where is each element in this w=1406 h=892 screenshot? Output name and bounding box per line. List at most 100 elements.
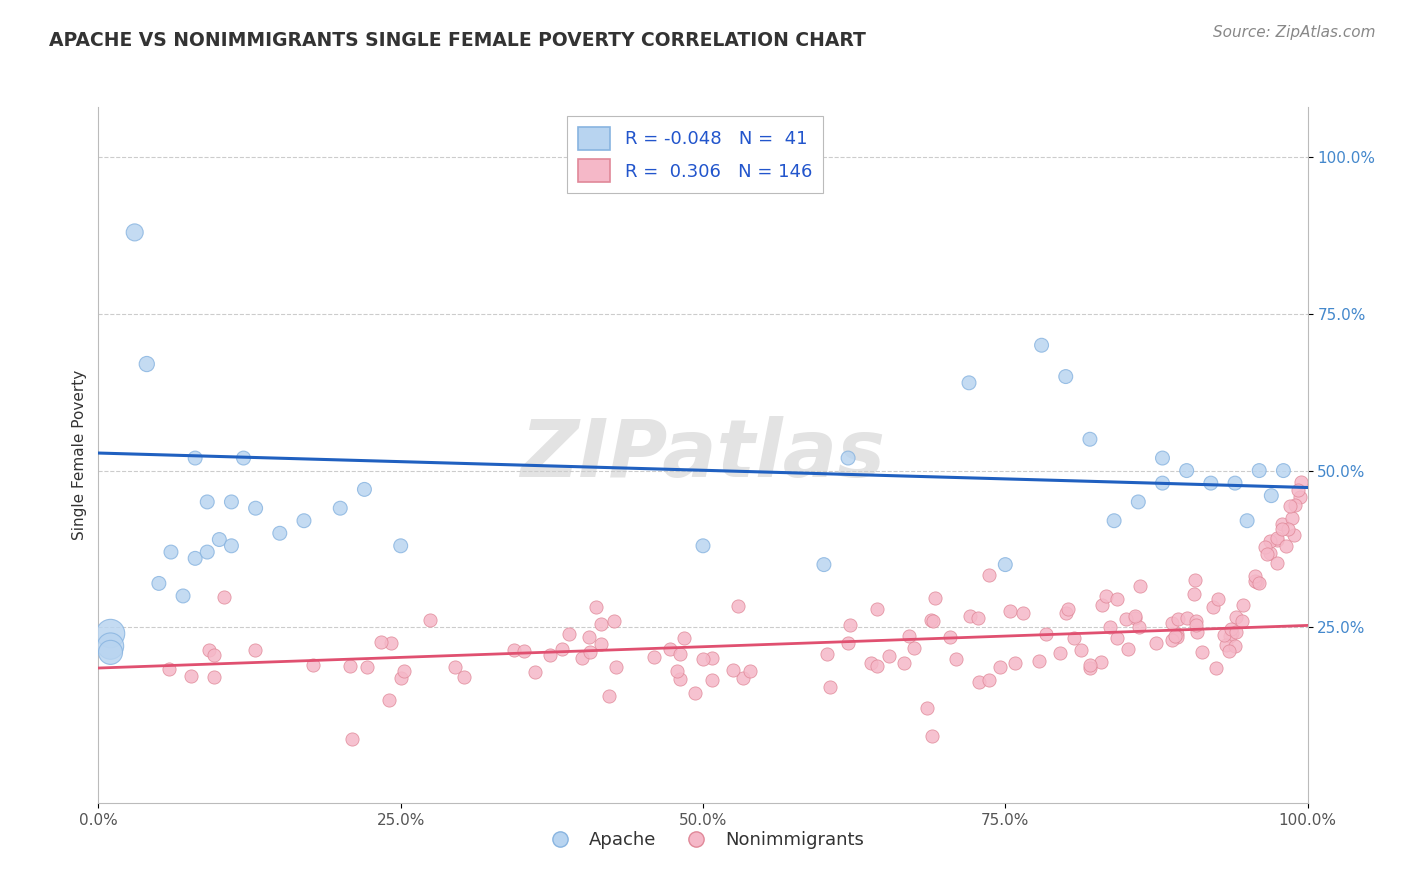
Point — [1213, 628, 1236, 642]
Point — [692, 652, 714, 666]
Point — [1258, 546, 1281, 560]
Point — [672, 631, 695, 645]
Point — [897, 629, 920, 643]
Point — [838, 618, 860, 632]
Point — [1078, 661, 1101, 675]
Point — [1166, 627, 1188, 641]
Point — [1152, 476, 1174, 491]
Point — [939, 630, 962, 644]
Point — [1254, 540, 1277, 554]
Point — [1129, 579, 1152, 593]
Point — [1049, 646, 1071, 660]
Point — [1078, 432, 1101, 446]
Point — [1220, 622, 1243, 636]
Point — [1220, 626, 1243, 640]
Point — [1281, 510, 1303, 524]
Point — [1256, 547, 1278, 561]
Point — [1123, 611, 1146, 625]
Point — [356, 659, 378, 673]
Point — [702, 650, 724, 665]
Point — [380, 636, 402, 650]
Point — [1105, 592, 1128, 607]
Point — [988, 660, 1011, 674]
Point — [513, 644, 536, 658]
Point — [1161, 632, 1184, 647]
Point — [1202, 599, 1225, 614]
Point — [1070, 643, 1092, 657]
Point — [1144, 635, 1167, 649]
Point — [591, 637, 613, 651]
Point — [966, 611, 988, 625]
Point — [815, 647, 838, 661]
Point — [578, 645, 600, 659]
Point — [370, 634, 392, 648]
Point — [202, 648, 225, 662]
Point — [524, 665, 547, 680]
Point — [1056, 602, 1078, 616]
Point — [979, 673, 1001, 688]
Point — [1232, 598, 1254, 612]
Point — [1094, 589, 1116, 603]
Point — [659, 642, 682, 657]
Point — [184, 451, 207, 466]
Point — [1175, 464, 1198, 478]
Point — [818, 680, 841, 694]
Point — [1090, 655, 1112, 669]
Point — [893, 656, 915, 670]
Point — [1275, 539, 1298, 553]
Point — [922, 614, 945, 628]
Point — [148, 576, 170, 591]
Point — [100, 639, 122, 653]
Point — [1223, 639, 1246, 653]
Point — [1054, 607, 1077, 621]
Point — [329, 501, 352, 516]
Point — [1128, 495, 1150, 509]
Point — [669, 647, 692, 661]
Point — [1267, 556, 1289, 570]
Point — [1185, 625, 1208, 640]
Point — [589, 617, 612, 632]
Point — [184, 551, 207, 566]
Point — [1035, 627, 1057, 641]
Point — [683, 686, 706, 700]
Point — [1123, 608, 1146, 623]
Point — [221, 539, 243, 553]
Point — [994, 558, 1017, 572]
Point — [1054, 369, 1077, 384]
Point — [731, 672, 754, 686]
Point — [1199, 476, 1222, 491]
Point — [1260, 489, 1282, 503]
Point — [202, 670, 225, 684]
Point — [340, 731, 363, 746]
Point — [558, 626, 581, 640]
Point — [1265, 533, 1288, 547]
Point — [813, 558, 835, 572]
Point — [1289, 475, 1312, 490]
Point — [945, 652, 967, 666]
Point — [571, 651, 593, 665]
Point — [1031, 338, 1053, 352]
Point — [603, 614, 626, 628]
Point — [1091, 598, 1114, 612]
Point — [924, 591, 946, 606]
Point — [502, 642, 524, 657]
Point — [1230, 614, 1253, 628]
Legend: Apache, Nonimmigrants: Apache, Nonimmigrants — [534, 824, 872, 856]
Point — [353, 483, 375, 497]
Point — [1265, 531, 1288, 545]
Point — [124, 226, 146, 240]
Point — [1163, 629, 1185, 643]
Point — [1182, 587, 1205, 601]
Point — [1184, 573, 1206, 587]
Point — [100, 645, 122, 659]
Point — [1218, 643, 1240, 657]
Text: APACHE VS NONIMMIGRANTS SINGLE FEMALE POVERTY CORRELATION CHART: APACHE VS NONIMMIGRANTS SINGLE FEMALE PO… — [49, 31, 866, 50]
Point — [1166, 630, 1188, 644]
Point — [160, 545, 183, 559]
Point — [1225, 609, 1247, 624]
Point — [1063, 631, 1085, 645]
Point — [1028, 654, 1050, 668]
Point — [1206, 592, 1229, 607]
Point — [392, 664, 415, 678]
Point — [578, 630, 600, 644]
